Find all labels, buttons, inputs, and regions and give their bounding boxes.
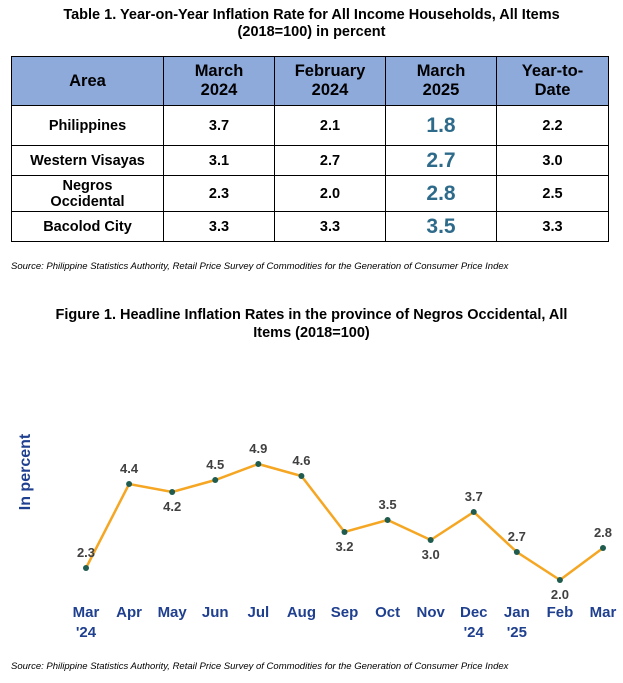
mar2024-cell: 3.7 <box>163 105 275 146</box>
data-point <box>341 529 348 535</box>
header-area: Area <box>11 56 164 106</box>
data-point <box>83 565 89 571</box>
feb2024-cell: 2.1 <box>274 105 386 146</box>
feb2024-cell: 3.3 <box>274 211 386 242</box>
ytd-cell: 2.5 <box>496 175 609 212</box>
header-line1: Year-to- <box>521 62 584 80</box>
table-title: Table 1. Year-on-Year Inflation Rate for… <box>0 7 623 41</box>
header-line1: February <box>294 62 366 80</box>
header-line2: 2024 <box>200 81 238 99</box>
header-march-2024: March 2024 <box>163 56 275 106</box>
area-cell: Philippines <box>11 105 164 146</box>
data-point <box>298 473 305 479</box>
data-point <box>169 489 176 495</box>
table-row: Western Visayas 3.1 2.7 2.7 3.0 <box>11 145 609 176</box>
area-cell: Negros Occidental <box>11 175 164 212</box>
x-tick-label: Jun <box>202 604 229 621</box>
x-tick-label: Feb <box>547 604 574 621</box>
header-line1: March <box>194 62 244 80</box>
table-row: Negros Occidental 2.3 2.0 2.8 2.5 <box>11 175 609 212</box>
figure-title-line2: Items (2018=100) <box>253 325 370 341</box>
ytd-cell: 3.3 <box>496 211 609 242</box>
header-area-label: Area <box>69 71 106 90</box>
data-label: 2.8 <box>594 525 612 540</box>
area-cell: Bacolod City <box>11 211 164 242</box>
figure-title-line1: Figure 1. Headline Inflation Rates in th… <box>55 307 568 323</box>
data-point <box>384 517 391 523</box>
header-march-2025: March 2025 <box>385 56 497 106</box>
mar2025-cell: 3.5 <box>385 211 497 242</box>
header-line2: 2024 <box>311 81 349 99</box>
data-label: 4.6 <box>292 453 310 468</box>
series-line <box>84 462 604 582</box>
data-label: 3.5 <box>379 497 397 512</box>
data-label: 3.0 <box>422 547 440 562</box>
x-tick-label: Jul <box>247 604 269 621</box>
feb2024-cell: 2.0 <box>274 175 386 212</box>
x-tick-label: '24 <box>464 624 485 641</box>
figure-title: Figure 1. Headline Inflation Rates in th… <box>0 306 623 342</box>
x-tick-label: Apr <box>116 604 142 621</box>
area-line2: Occidental <box>50 193 125 210</box>
inflation-table: Area March 2024 February 2024 March 2025 Ye… <box>11 56 609 242</box>
data-label: 4.9 <box>249 441 267 456</box>
table-title-line2: (2018=100) in percent <box>237 24 386 40</box>
feb2024-cell: 2.7 <box>274 145 386 176</box>
data-label: 2.0 <box>551 587 569 602</box>
x-tick-label: Dec <box>460 604 488 621</box>
x-tick-label: Nov <box>416 604 445 621</box>
data-point <box>600 545 606 551</box>
x-tick-label: Aug <box>287 604 316 621</box>
figure-source-note: Source: Philippine Statistics Authority,… <box>11 661 509 672</box>
mar2025-cell: 2.7 <box>385 145 497 176</box>
data-label: 3.7 <box>465 489 483 504</box>
ytd-cell: 2.2 <box>496 105 609 146</box>
data-label: 2.7 <box>508 529 526 544</box>
header-line1: March <box>416 62 466 80</box>
y-axis-label: In percent <box>17 433 34 510</box>
x-tick-label: May <box>158 604 188 621</box>
inflation-line-chart: In percent 2.3 Mar '24 4.4 Apr 4.2 May 4.5 Jun 4.… <box>17 433 617 641</box>
data-label: 4.5 <box>206 457 224 472</box>
table-title-line1: Table 1. Year-on-Year Inflation Rate for… <box>63 7 560 23</box>
mar2024-cell: 3.3 <box>163 211 275 242</box>
data-label: 2.3 <box>77 545 95 560</box>
data-label: 3.2 <box>335 539 353 554</box>
header-line2: 2025 <box>422 81 460 99</box>
data-point <box>427 537 434 543</box>
header-year-to-date: Year-to- Date <box>496 56 609 106</box>
plot-area: 2.3 Mar '24 4.4 Apr 4.2 May 4.5 Jun 4.9 Jul 4.6 Aug 3… <box>73 441 617 641</box>
mar2025-cell: 2.8 <box>385 175 497 212</box>
x-tick-label: '24 <box>76 624 97 641</box>
data-point <box>255 461 262 467</box>
data-point <box>513 549 520 555</box>
table-row: Bacolod City 3.3 3.3 3.5 3.3 <box>11 211 609 242</box>
data-point <box>556 577 563 583</box>
mar2024-cell: 3.1 <box>163 145 275 176</box>
x-tick-label: Mar <box>73 604 100 621</box>
table-header-row: Area March 2024 February 2024 March 2025 Ye… <box>11 56 609 106</box>
data-label: 4.2 <box>163 499 181 514</box>
header-february-2024: February 2024 <box>274 56 386 106</box>
header-line2: Date <box>534 81 571 99</box>
x-tick-label: '25 <box>507 624 527 641</box>
data-label: 4.4 <box>120 461 139 476</box>
mar2025-cell: 1.8 <box>385 105 497 146</box>
x-tick-label: Sep <box>331 604 359 621</box>
mar2024-cell: 2.3 <box>163 175 275 212</box>
table-source-note: Source: Philippine Statistics Authority,… <box>11 261 509 272</box>
x-tick-label: Oct <box>375 604 400 621</box>
data-point <box>212 477 219 483</box>
x-tick-label: Jan <box>504 604 530 621</box>
area-cell: Western Visayas <box>11 145 164 176</box>
data-point <box>126 481 133 487</box>
x-tick-label: Mar <box>590 604 617 621</box>
table-row: Philippines 3.7 2.1 1.8 2.2 <box>11 105 609 146</box>
data-point <box>470 509 477 515</box>
area-line1: Negros <box>62 177 113 194</box>
ytd-cell: 3.0 <box>496 145 609 176</box>
